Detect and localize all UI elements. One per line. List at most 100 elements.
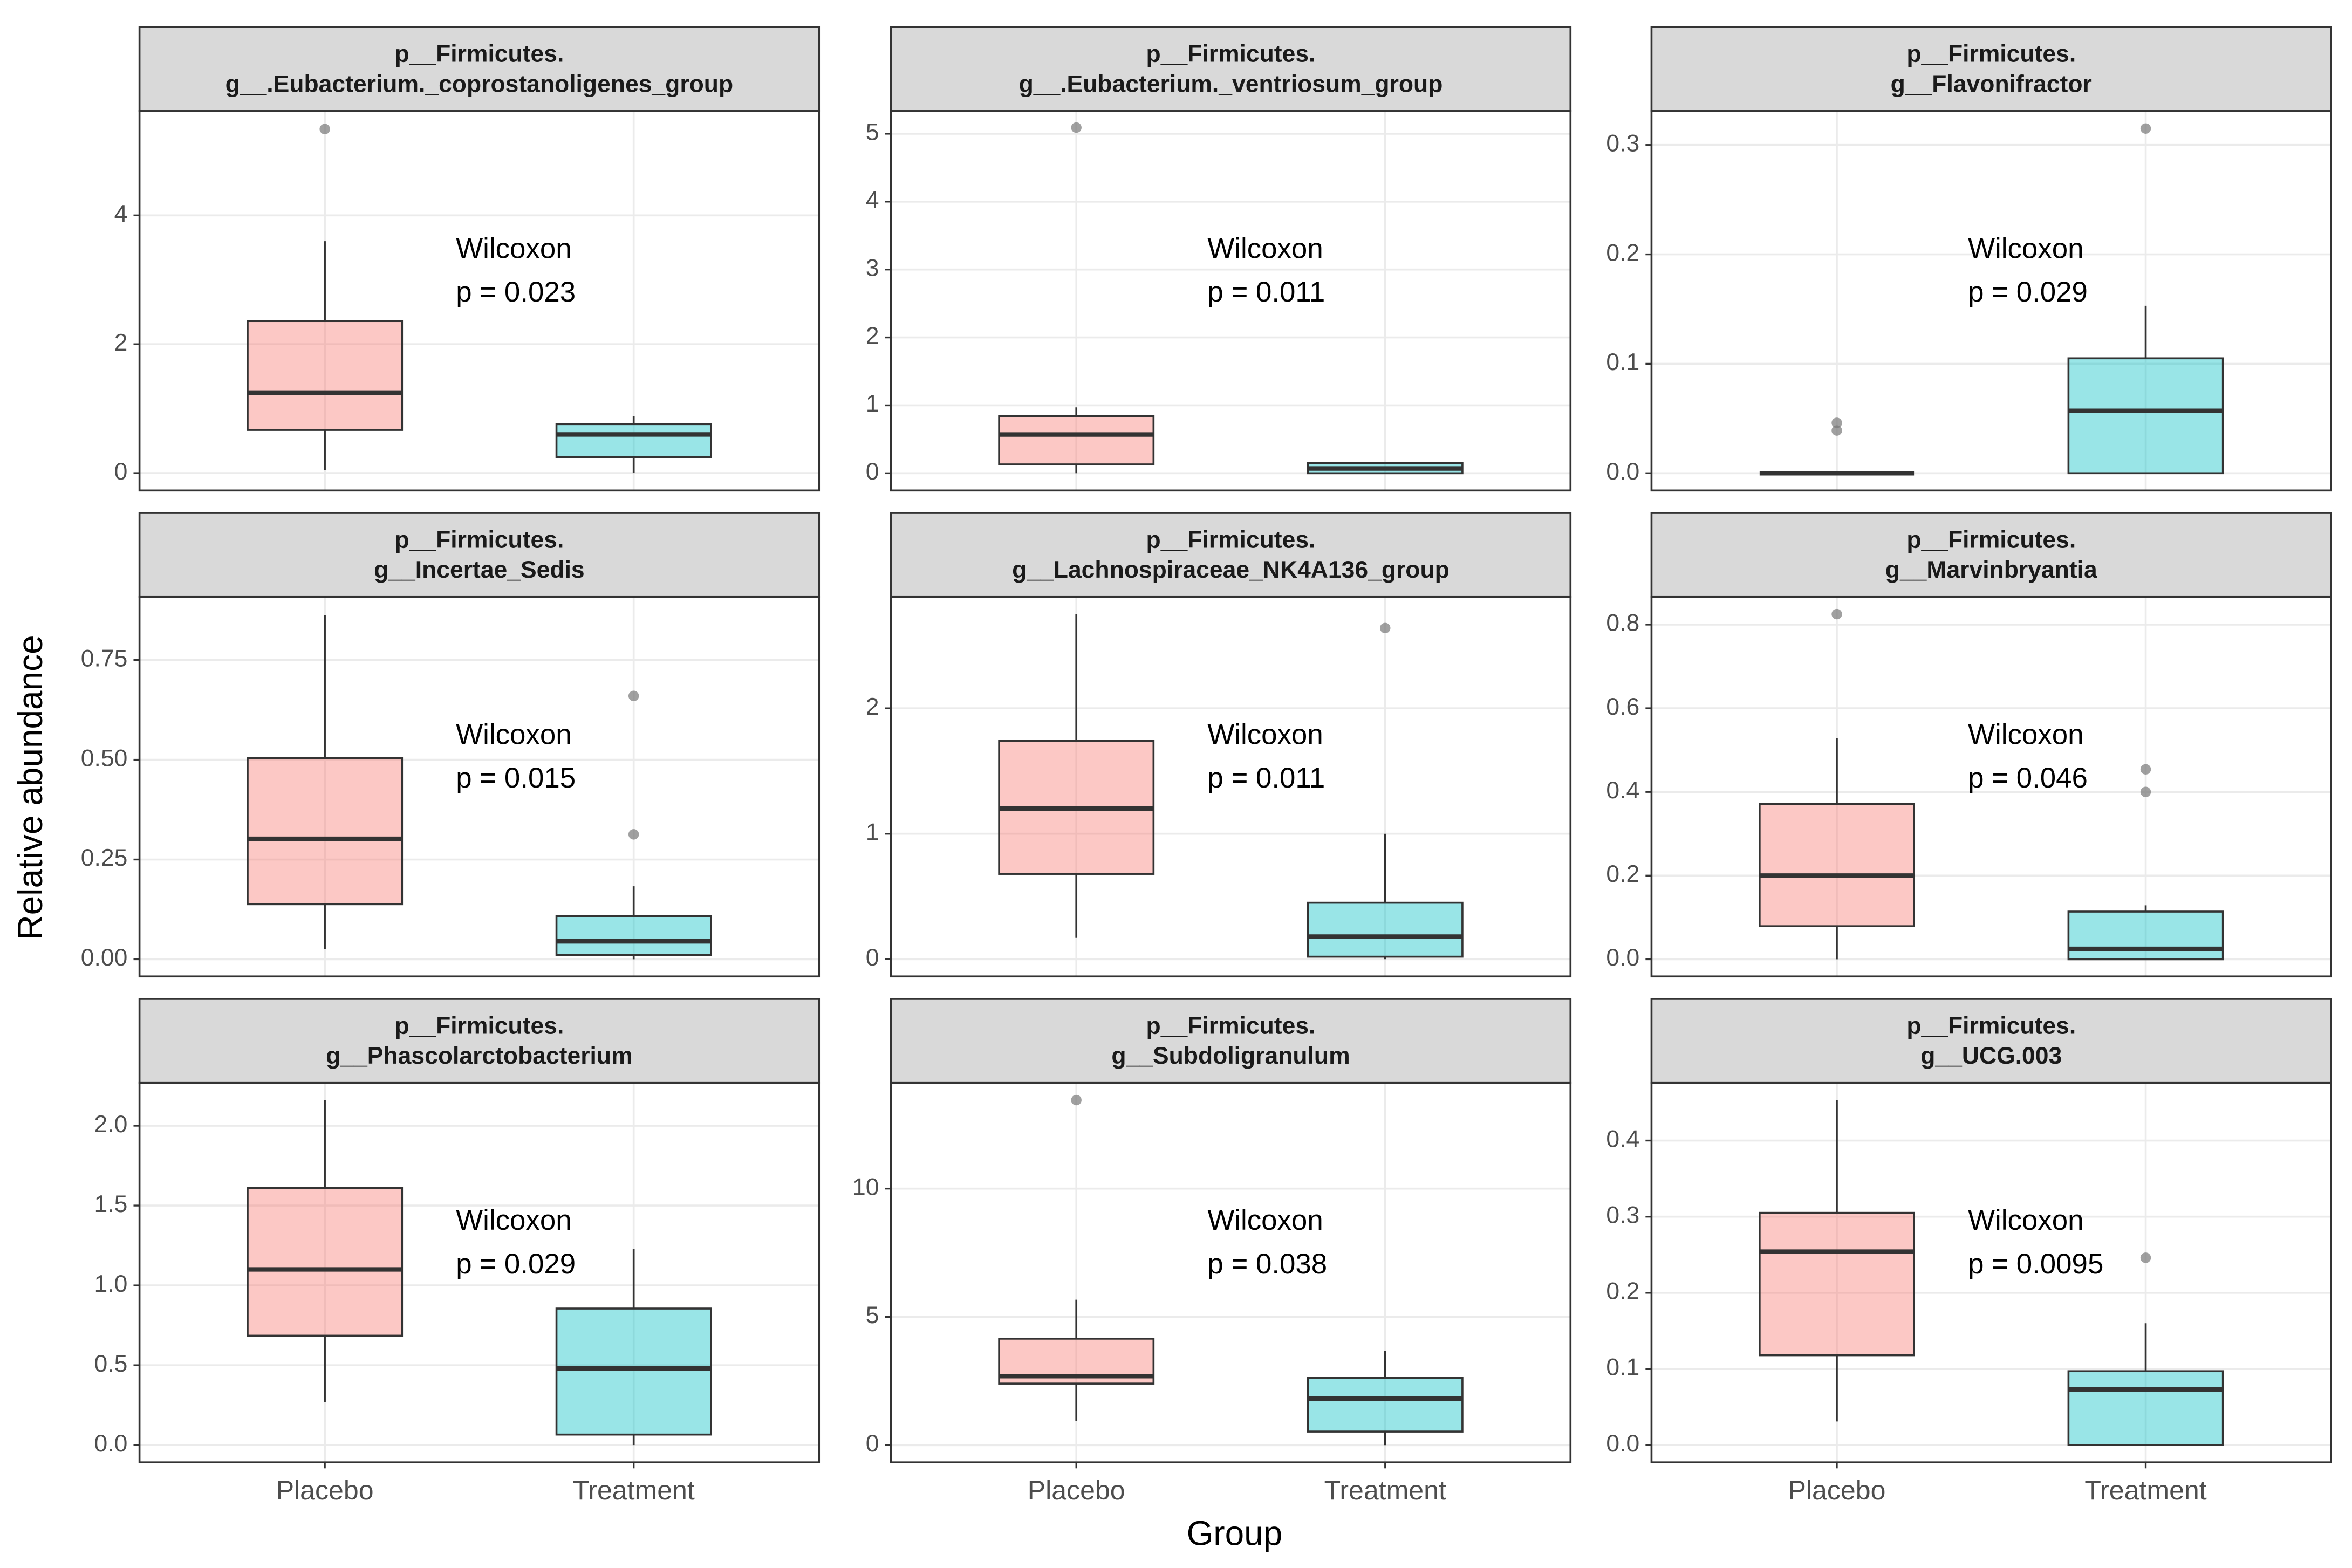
box	[247, 320, 404, 431]
strip-label: g__Marvinbryantia	[1885, 557, 2098, 583]
strip-label: g__UCG.003	[1920, 1043, 2062, 1069]
y-tick-label: 0.1	[1606, 349, 1639, 375]
strip-label: p__Firmicutes.	[394, 41, 564, 67]
outlier	[628, 829, 639, 840]
box	[2067, 1370, 2224, 1446]
y-tick-label: 0.25	[81, 845, 128, 871]
outlier	[2140, 123, 2151, 134]
panel-background	[139, 1083, 819, 1463]
annotation: Wilcoxon	[1968, 1204, 2083, 1236]
box	[998, 415, 1155, 465]
y-tick-label: 4	[114, 201, 128, 227]
panel-background	[1651, 1083, 2332, 1463]
y-tick-label: 0.8	[1606, 610, 1639, 636]
y-tick-label: 0.4	[1606, 777, 1639, 804]
y-tick-label: 3	[866, 255, 879, 281]
y-tick-label: 0.4	[1606, 1126, 1639, 1152]
y-tick-label: 10	[852, 1174, 879, 1200]
annotation: p = 0.0095	[1968, 1248, 2103, 1280]
strip-label: g__Incertae_Sedis	[374, 557, 585, 583]
strip-label: p__Firmicutes.	[1146, 1013, 1316, 1039]
strip	[890, 26, 1572, 112]
x-axis-title: Group	[1187, 1514, 1283, 1552]
annotation: p = 0.011	[1207, 762, 1325, 794]
strip-label: g__.Eubacterium._ventriosum_group	[1019, 71, 1443, 97]
strip-label: p__Firmicutes.	[1146, 527, 1316, 553]
outlier	[2140, 786, 2151, 797]
y-tick-label: 0.5	[94, 1351, 128, 1377]
annotation: Wilcoxon	[456, 232, 571, 264]
annotation: Wilcoxon	[1968, 232, 2083, 264]
strip-label: g__Flavonifractor	[1891, 71, 2092, 97]
box	[1759, 1211, 1915, 1357]
panel-background	[1651, 597, 2332, 977]
strip	[1650, 512, 2332, 598]
x-tick-label: Placebo	[1788, 1475, 1886, 1505]
strip-label: g__Phascolarctobacterium	[326, 1043, 632, 1069]
x-tick-label: Treatment	[1324, 1475, 1446, 1505]
y-tick-label: 1	[866, 391, 879, 417]
y-tick-label: 0.1	[1606, 1354, 1639, 1381]
box	[555, 1307, 712, 1436]
y-tick-label: 0.50	[81, 745, 128, 771]
panel-background	[139, 111, 819, 491]
y-tick-label: 2	[866, 694, 879, 720]
box	[2067, 357, 2224, 475]
annotation: p = 0.011	[1207, 276, 1325, 308]
annotation: Wilcoxon	[456, 1204, 571, 1236]
strip-label: p__Firmicutes.	[1146, 41, 1316, 67]
y-tick-label: 0	[114, 458, 128, 485]
panel-background	[1651, 111, 2332, 491]
y-tick-label: 5	[866, 1302, 879, 1329]
strip-label: g__Subdoligranulum	[1111, 1043, 1350, 1069]
y-tick-label: 1.0	[94, 1271, 128, 1297]
annotation: p = 0.023	[456, 276, 576, 308]
box	[555, 423, 712, 458]
y-tick-label: 0	[866, 1430, 879, 1457]
y-tick-label: 0.0	[94, 1430, 128, 1457]
y-tick-label: 0.0	[1606, 944, 1639, 971]
y-tick-label: 4	[866, 187, 879, 214]
outlier	[1831, 425, 1842, 436]
box	[1759, 803, 1915, 927]
strip	[138, 998, 821, 1084]
strip-label: p__Firmicutes.	[394, 1013, 564, 1039]
strip-label: g__.Eubacterium._coprostanoligenes_group	[225, 71, 733, 97]
annotation: p = 0.038	[1207, 1248, 1327, 1280]
strip-label: p__Firmicutes.	[1906, 1013, 2076, 1039]
y-tick-label: 0.0	[1606, 1430, 1639, 1457]
box	[1307, 1377, 1464, 1433]
annotation: Wilcoxon	[456, 718, 571, 750]
outlier	[1831, 417, 1842, 428]
panel-background	[891, 111, 1571, 491]
box	[2067, 910, 2224, 961]
box	[247, 1187, 404, 1337]
annotation: Wilcoxon	[1207, 718, 1323, 750]
y-tick-label: 0.00	[81, 944, 128, 971]
annotation: Wilcoxon	[1207, 232, 1323, 264]
strip	[890, 998, 1572, 1084]
strip-label: g__Lachnospiraceae_NK4A136_group	[1012, 557, 1450, 583]
y-tick-label: 1.5	[94, 1191, 128, 1217]
strip	[138, 512, 821, 598]
outlier	[319, 124, 330, 135]
strip	[1650, 26, 2332, 112]
y-tick-label: 0.3	[1606, 1202, 1639, 1228]
strip	[1650, 998, 2332, 1084]
annotation: p = 0.029	[456, 1248, 576, 1280]
y-tick-label: 0.2	[1606, 1278, 1639, 1305]
y-axis-title: Relative abundance	[11, 635, 50, 940]
annotation: p = 0.015	[456, 762, 576, 794]
strip	[138, 26, 821, 112]
box	[555, 915, 712, 956]
y-tick-label: 0	[866, 458, 879, 485]
strip-label: p__Firmicutes.	[1906, 527, 2076, 553]
x-tick-label: Placebo	[1028, 1475, 1125, 1505]
y-tick-label: 0.6	[1606, 694, 1639, 720]
strip-label: p__Firmicutes.	[1906, 41, 2076, 67]
y-tick-label: 2	[114, 330, 128, 356]
y-tick-label: 0.3	[1606, 130, 1639, 156]
y-tick-label: 0.75	[81, 645, 128, 672]
